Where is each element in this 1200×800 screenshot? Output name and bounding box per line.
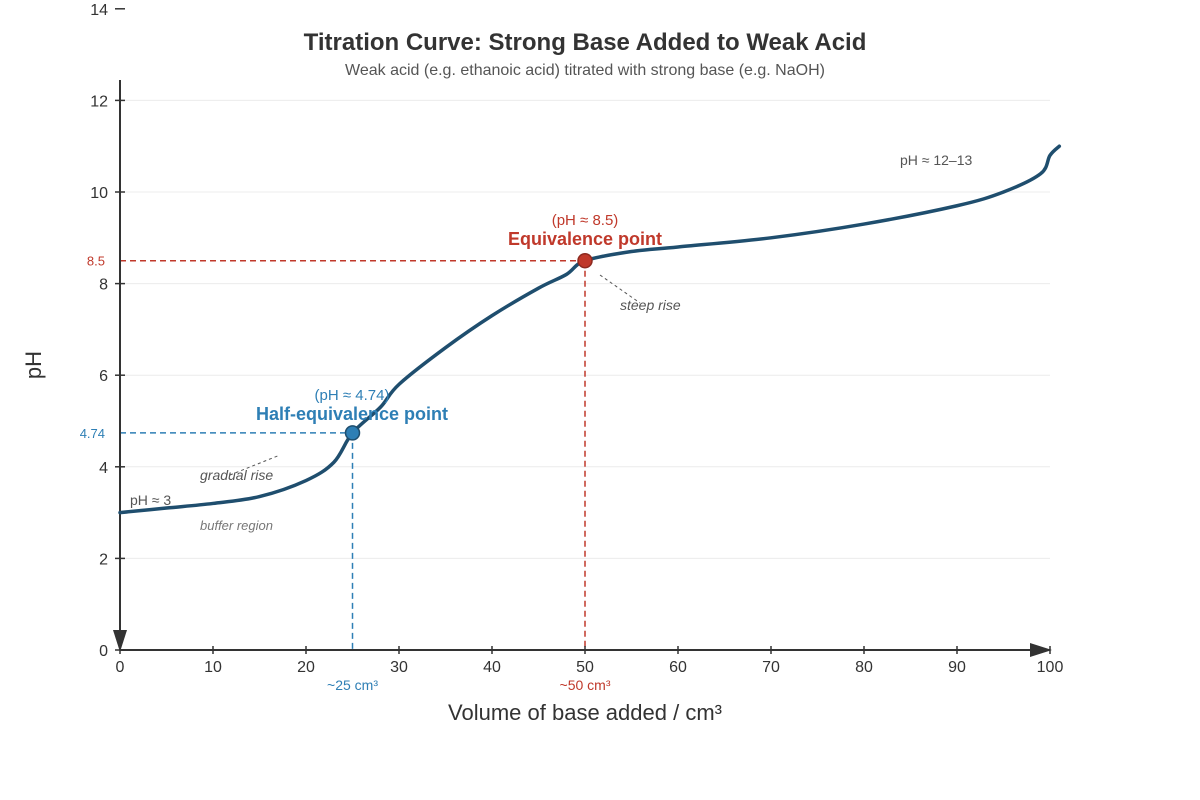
- end-ph-label: pH ≈ 12–13: [900, 152, 973, 168]
- half-equivalence-y-value-label: 4.74: [80, 426, 105, 441]
- x-tick-label: 0: [116, 659, 125, 676]
- start-ph-label: pH ≈ 3: [130, 492, 171, 508]
- y-tick-label: 2: [99, 551, 108, 568]
- axes: 0 10 20 30 40 50 60 70 80 90 100 0 2 4 6 8 10 12 14: [90, 2, 1063, 676]
- y-tick-label: 8: [99, 277, 108, 294]
- steep-rise-pointer: [599, 274, 641, 304]
- half-equivalence-label: Half-equivalence point: [256, 404, 448, 424]
- chart-subtitle: Weak acid (e.g. ethanoic acid) titrated …: [345, 62, 825, 79]
- x-axis-arrowhead: [1030, 643, 1052, 657]
- x-tick-label: 30: [390, 659, 408, 676]
- y-axis-arrowhead: [113, 630, 127, 652]
- y-tick-label: 12: [90, 93, 108, 110]
- x-tick-label: 60: [669, 659, 687, 676]
- equivalence-y-value-label: 8.5: [87, 254, 105, 269]
- x-tick-label: 90: [948, 659, 966, 676]
- y-tick-label: 10: [90, 185, 108, 202]
- x-tick-label: 20: [297, 659, 315, 676]
- half-equivalence-point-marker: [344, 425, 361, 441]
- x-tick-label: 100: [1037, 659, 1064, 676]
- y-tick-label: 14: [90, 2, 108, 19]
- annotation-layer: 4.74 ~25 cm³ 8.5 ~50 cm³ (pH ≈ 4.74)Half-equ…: [80, 152, 973, 693]
- gradual-rise-pointer: [229, 454, 281, 476]
- y-tick-label: 6: [99, 368, 108, 385]
- chart-title: Titration Curve: Strong Base Added to We…: [304, 29, 867, 56]
- gradual-rise-label: gradual rise: [200, 467, 273, 483]
- x-tick-label: 80: [855, 659, 873, 676]
- half-equivalence-value-label: (pH ≈ 4.74): [315, 387, 390, 404]
- titration-curve: [118, 144, 1062, 515]
- equivalence-x-value-label: ~50 cm³: [560, 677, 611, 693]
- equivalence-point-marker: [577, 252, 593, 269]
- buffer-region-label: buffer region: [200, 518, 273, 533]
- half-equivalence-x-value-label: ~25 cm³: [327, 677, 378, 693]
- series-layer: [118, 144, 1062, 515]
- x-tick-label: 70: [762, 659, 780, 676]
- x-axis-label: Volume of base added / cm³: [448, 700, 722, 725]
- equivalence-value-label: (pH ≈ 8.5): [552, 212, 619, 229]
- guide-lines: [120, 259, 586, 650]
- y-axis-label: pH: [21, 351, 46, 379]
- x-tick-label: 40: [483, 659, 501, 676]
- y-tick-label: 4: [99, 460, 108, 477]
- steep-rise-label: steep rise: [620, 297, 681, 313]
- x-tick-label: 50: [576, 659, 594, 676]
- equivalence-label: Equivalence point: [508, 229, 662, 249]
- grid-lines: [120, 99, 1050, 559]
- x-tick-label: 10: [204, 659, 222, 676]
- y-tick-label: 0: [99, 643, 108, 660]
